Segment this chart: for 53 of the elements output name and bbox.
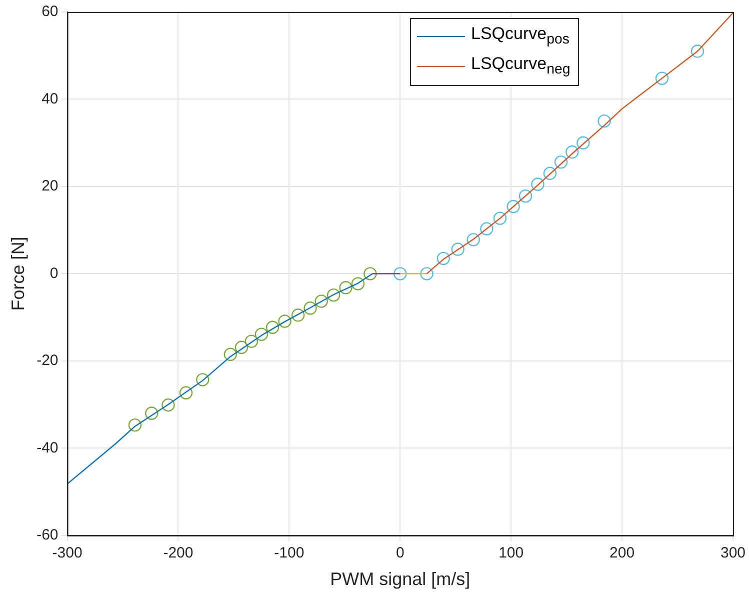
point [304,302,317,315]
point [254,328,268,341]
point [436,252,450,266]
x-tick-label: -100 [274,544,304,562]
point [598,114,611,128]
x-tick-label: -200 [163,544,194,562]
y-tick-label: -40 [36,439,58,456]
point [655,72,669,85]
point [145,406,158,420]
point [554,155,568,169]
x-tick-label: 100 [498,544,524,562]
point [480,222,494,236]
point [244,334,258,348]
point [364,267,377,280]
y-axis-title: Force [N] [8,236,28,311]
point [266,320,280,334]
point [314,294,328,308]
point [531,178,544,191]
point [690,44,704,58]
point [162,398,175,412]
point [394,267,407,280]
point [291,308,305,322]
point [493,212,507,225]
x-tick-label: 0 [396,544,404,562]
y-tick-label: 40 [42,90,58,108]
x-tick-label: -300 [52,544,82,562]
y-tick-label: 0 [50,264,58,282]
point [576,136,590,150]
point [196,373,210,386]
point [278,314,292,328]
point [420,267,434,280]
y-tick-label: 20 [42,178,58,195]
point [179,386,193,400]
point [339,281,352,294]
point [351,277,365,290]
point [466,233,480,246]
point [506,200,520,214]
point [224,348,237,361]
x-axis-title: PWM signal [m/s] [330,569,470,590]
y-tick-label: -20 [36,352,58,370]
point [234,340,248,354]
point [326,288,340,302]
point [128,418,142,432]
point [543,166,557,180]
legend-label: LSQcurve$_{pos}$ [471,24,570,48]
point [518,189,532,203]
point [566,145,579,159]
point [451,242,464,256]
y-tick-label: -60 [36,526,58,544]
x-tick-label: 200 [610,544,635,562]
y-tick-label: 60 [42,3,58,20]
x-tick-label: 300 [720,544,746,562]
legend-label: LSQcurve$_{neg}$ [471,54,570,78]
